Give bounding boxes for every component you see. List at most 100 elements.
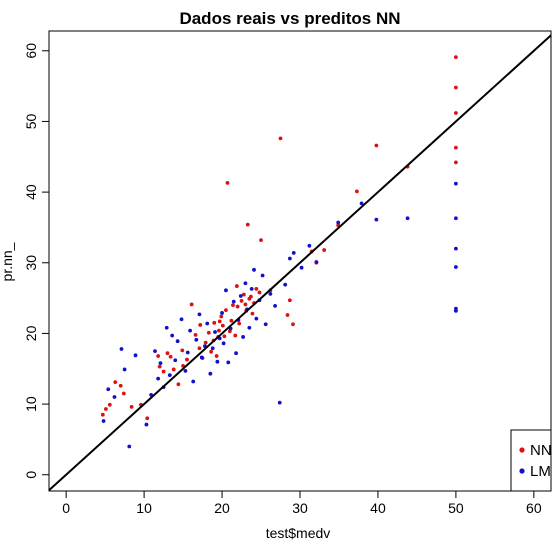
point-nn (219, 314, 224, 319)
point-nn (168, 354, 173, 359)
point-lm (175, 339, 180, 344)
point-lm (167, 373, 172, 378)
point-lm (122, 367, 127, 372)
point-nn (454, 55, 458, 60)
point-lm (314, 260, 319, 264)
point-nn (222, 334, 227, 339)
point-lm (210, 346, 215, 351)
point-lm (234, 351, 238, 356)
point-nn (254, 287, 259, 291)
point-lm (374, 217, 379, 222)
point-lm (359, 201, 364, 206)
point-lm (133, 353, 138, 358)
point-lm (454, 308, 458, 313)
x-axis-label: test$medv (266, 525, 331, 541)
point-lm (127, 444, 132, 449)
legend-marker-nn (519, 447, 525, 453)
y-axis-label: pr.nn_ (0, 242, 15, 281)
legend-box (510, 429, 552, 492)
point-lm (299, 265, 304, 270)
point-nn (156, 354, 161, 358)
point-nn (121, 391, 126, 396)
point-nn (233, 333, 238, 338)
point-lm (158, 361, 163, 365)
point-lm (144, 422, 149, 427)
x-tick-label: 40 (370, 500, 386, 516)
point-nn (374, 143, 379, 148)
point-lm (119, 347, 124, 351)
point-lm (454, 181, 458, 186)
chart-title: Dados reais vs preditos NN (179, 9, 400, 28)
point-lm (215, 359, 220, 364)
point-lm (336, 220, 341, 225)
point-lm (188, 328, 192, 333)
x-tick-label: 10 (136, 500, 152, 516)
point-lm (263, 322, 268, 327)
point-lm (260, 273, 265, 278)
y-tick-label: 30 (23, 255, 39, 271)
point-lm (153, 349, 157, 353)
point-nn (185, 357, 189, 362)
legend: NN LM (510, 429, 552, 492)
point-lm (252, 267, 256, 272)
point-nn (217, 328, 221, 333)
point-nn (157, 364, 162, 369)
point-lm (277, 400, 282, 405)
point-lm (112, 395, 117, 399)
point-lm (205, 321, 210, 326)
point-nn (145, 416, 150, 421)
point-nn (161, 369, 166, 374)
point-lm (454, 216, 458, 221)
y-axis: 0 10 20 30 40 50 60 (23, 43, 49, 479)
point-lm (199, 355, 204, 360)
x-axis: 0 10 20 30 40 50 60 (62, 491, 542, 516)
point-nn (241, 292, 246, 297)
point-nn (203, 340, 208, 345)
point-nn (454, 85, 458, 90)
point-lm (226, 360, 231, 365)
point-lm (238, 294, 243, 298)
y-tick-label: 0 (23, 471, 39, 479)
point-nn (129, 405, 134, 409)
point-nn (113, 380, 118, 385)
x-tick-label: 60 (526, 500, 542, 516)
point-lm (213, 330, 217, 334)
point-nn (100, 412, 105, 417)
x-tick-label: 20 (214, 500, 230, 516)
point-nn (287, 298, 292, 303)
point-nn (243, 302, 248, 307)
x-tick-label: 50 (448, 500, 464, 516)
point-nn (257, 290, 262, 295)
point-lm (191, 379, 196, 384)
point-nn (224, 308, 228, 313)
point-nn (193, 332, 198, 337)
point-nn (165, 351, 170, 356)
point-nn (197, 346, 202, 351)
reference-line (48, 34, 552, 492)
point-nn (214, 354, 219, 358)
point-nn (176, 382, 181, 387)
point-nn (245, 222, 250, 227)
point-lm (249, 287, 254, 291)
point-lm (101, 419, 106, 423)
point-lm (454, 265, 458, 269)
point-nn (291, 322, 295, 327)
legend-marker-lm (519, 468, 525, 474)
point-lm (241, 335, 246, 339)
point-lm (283, 282, 288, 287)
point-lm (156, 376, 161, 381)
point-nn (322, 248, 327, 252)
point-nn (285, 313, 290, 317)
point-lm (273, 303, 277, 308)
point-nn (235, 304, 240, 309)
point-nn (454, 160, 458, 165)
point-nn (180, 348, 185, 353)
x-tick-label: 0 (62, 500, 70, 516)
point-lm (185, 350, 190, 355)
point-nn (234, 284, 239, 288)
point-nn (209, 349, 214, 354)
point-lm (254, 316, 259, 321)
point-nn (189, 302, 194, 307)
point-nn (171, 367, 176, 372)
